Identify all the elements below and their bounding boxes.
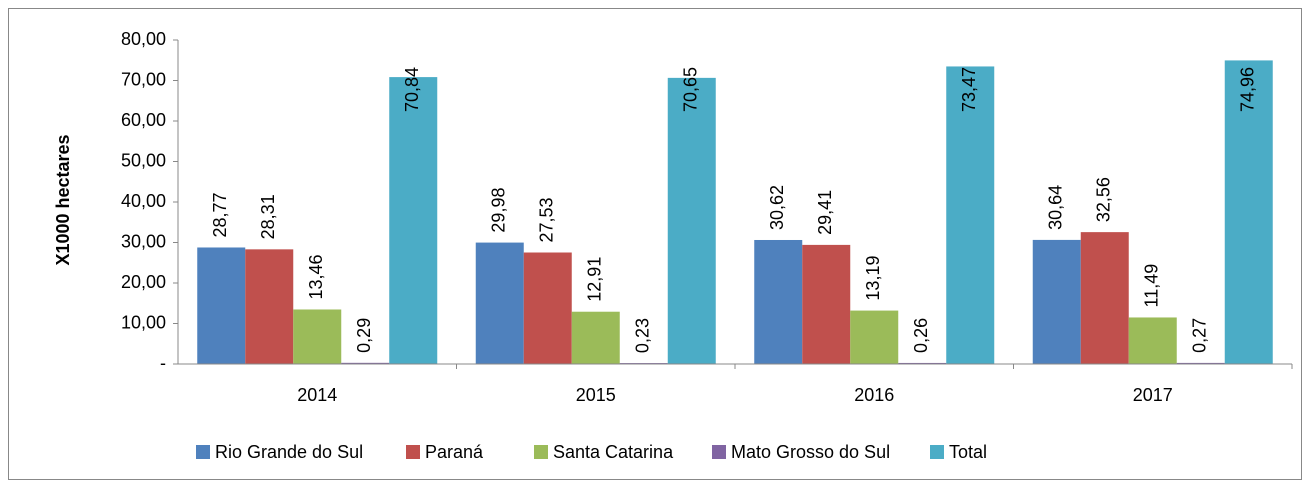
y-tick-label: 30,00 (121, 231, 166, 251)
data-label: 0,29 (354, 318, 374, 353)
y-tick-label: 10,00 (121, 312, 166, 332)
data-label: 0,26 (911, 318, 931, 353)
legend-label: Santa Catarina (553, 442, 674, 462)
y-tick-label: - (160, 353, 166, 373)
bar (197, 247, 246, 364)
legend-swatch (534, 445, 548, 459)
bar (754, 239, 803, 364)
bar (667, 77, 716, 365)
data-label: 29,41 (815, 190, 835, 235)
legend-swatch (930, 445, 944, 459)
bar (571, 311, 620, 364)
data-label: 73,47 (959, 67, 979, 112)
data-label: 12,91 (585, 257, 605, 302)
bar (245, 249, 294, 364)
bar (389, 77, 438, 365)
data-label: 32,56 (1094, 177, 1114, 222)
data-label: 28,77 (210, 192, 230, 237)
bar (1032, 239, 1081, 364)
bar (850, 310, 899, 364)
legend-swatch (406, 445, 420, 459)
data-label: 28,31 (258, 194, 278, 239)
y-axis-title: X1000 hectares (53, 134, 73, 265)
y-tick-label: 20,00 (121, 272, 166, 292)
bar (1080, 232, 1129, 364)
bar (1128, 317, 1177, 364)
bar (341, 362, 390, 364)
legend-label: Rio Grande do Sul (215, 442, 363, 462)
y-tick-label: 50,00 (121, 150, 166, 170)
data-label: 30,64 (1046, 185, 1066, 230)
x-tick-label: 2015 (576, 385, 616, 405)
data-label: 74,96 (1238, 67, 1258, 112)
data-label: 11,49 (1142, 264, 1162, 308)
bar (1224, 60, 1273, 365)
y-tick-label: 60,00 (121, 110, 166, 130)
data-label: 29,98 (489, 188, 509, 233)
bar (946, 66, 995, 364)
legend-swatch (196, 445, 210, 459)
y-tick-label: 80,00 (121, 29, 166, 49)
bar (523, 252, 572, 364)
y-tick-label: 70,00 (121, 69, 166, 89)
legend-swatch (712, 445, 726, 459)
data-label: 0,27 (1190, 318, 1210, 353)
data-label: 70,65 (681, 67, 701, 112)
data-label: 30,62 (767, 185, 787, 230)
data-label: 13,46 (306, 254, 326, 299)
legend-label: Paraná (425, 442, 484, 462)
bar (293, 309, 342, 364)
x-tick-label: 2016 (854, 385, 894, 405)
y-tick-label: 40,00 (121, 191, 166, 211)
bar (898, 362, 947, 364)
legend-label: Total (949, 442, 987, 462)
data-label: 13,19 (863, 256, 883, 301)
data-label: 27,53 (537, 197, 557, 242)
legend-label: Mato Grosso do Sul (731, 442, 890, 462)
data-label: 70,84 (402, 67, 422, 112)
bar (1176, 362, 1225, 364)
bar (802, 244, 851, 364)
x-tick-label: 2017 (1133, 385, 1173, 405)
x-tick-label: 2014 (297, 385, 337, 405)
data-label: 0,23 (633, 318, 653, 353)
bar (475, 242, 524, 364)
